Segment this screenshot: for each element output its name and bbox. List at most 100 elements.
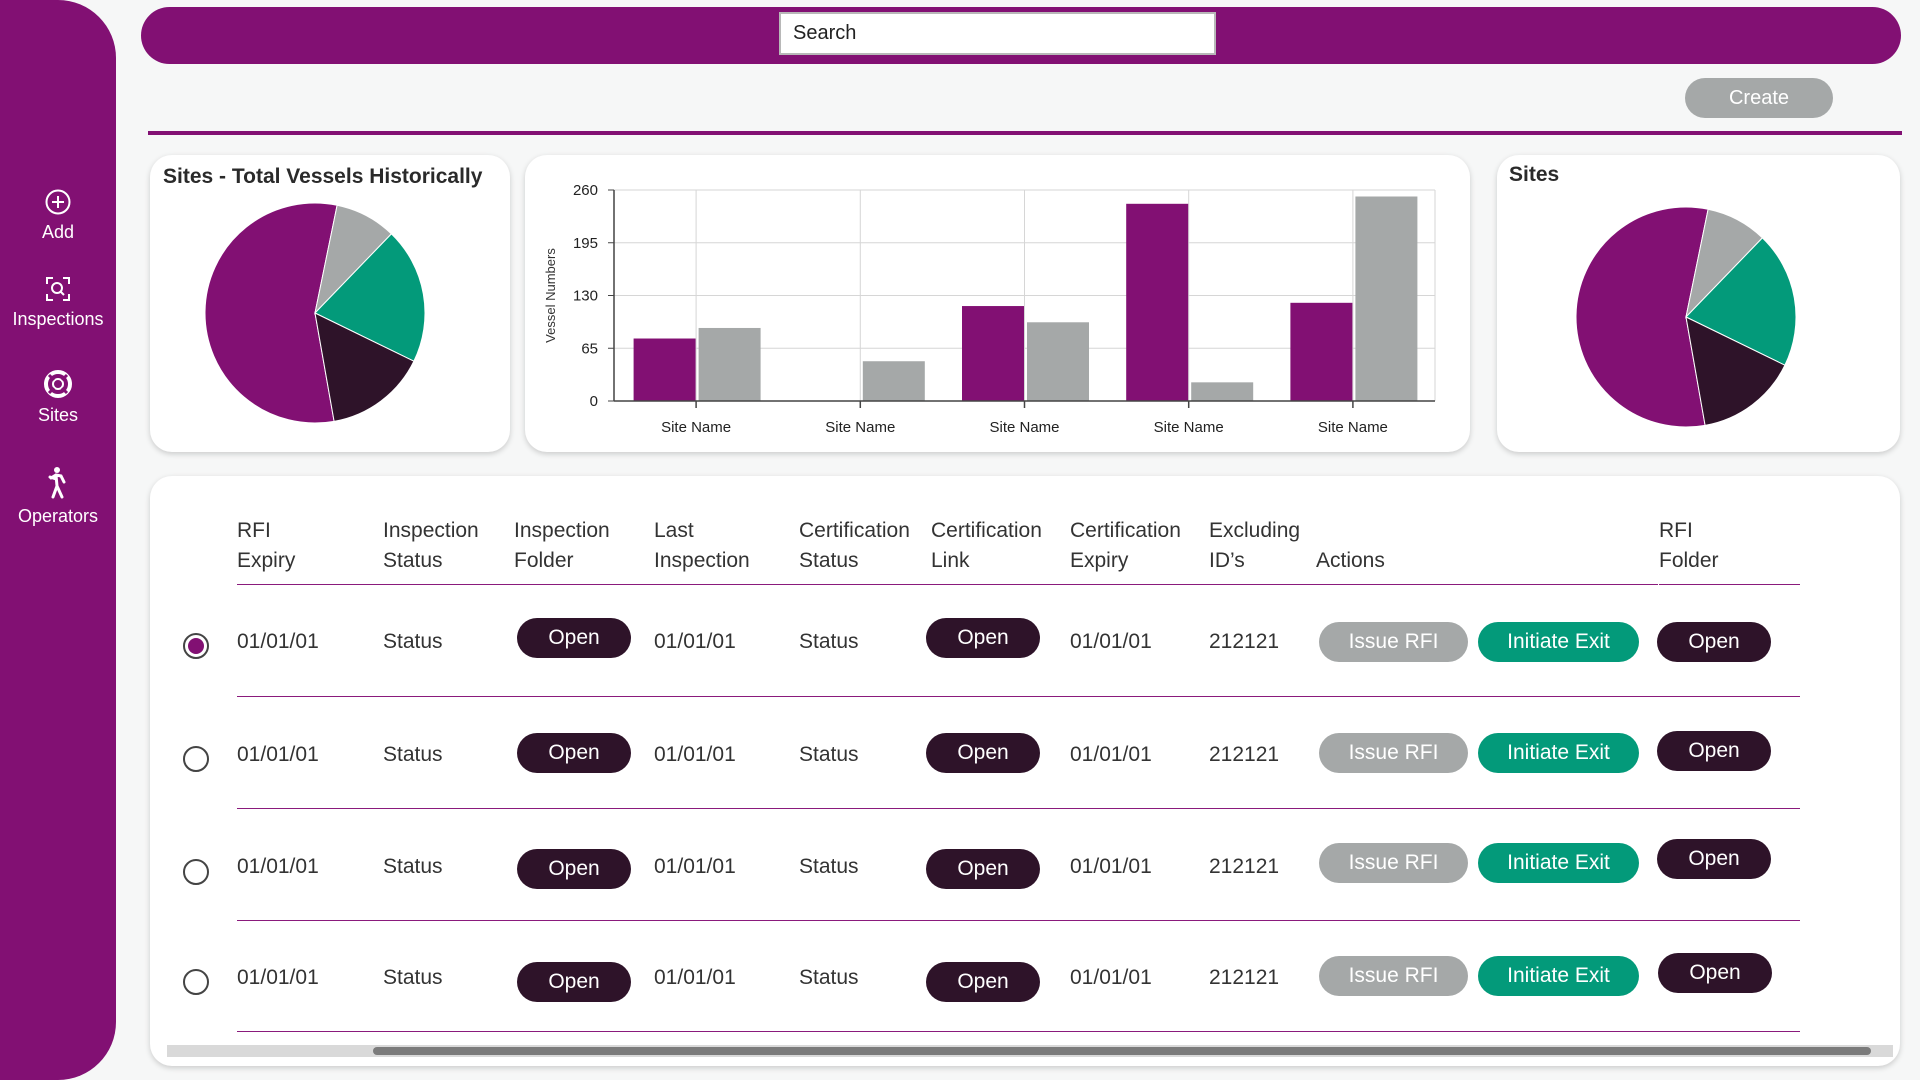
column-header-certification-status: Certification Status (799, 519, 910, 572)
rfi-folder-open-button[interactable]: Open (1658, 953, 1772, 993)
pie-slice (1685, 316, 1786, 426)
bar-chart: 0 65 130 195 260 Site Name Site Name Site Name S… (543, 182, 1436, 436)
issue-rfi-button[interactable]: Issue RFI (1319, 733, 1468, 773)
bar (1027, 322, 1089, 401)
pie-slice (314, 233, 426, 362)
bar (962, 306, 1024, 401)
y-tick-label: 195 (573, 235, 598, 252)
inspection-folder-open-button[interactable]: Open (517, 618, 631, 658)
rfi-expiry-cell: 01/01/01 (237, 743, 319, 766)
row-select-radio[interactable] (183, 859, 209, 885)
bar (1290, 302, 1353, 401)
inspection-status-cell: Status (383, 630, 443, 653)
sidebar-item-inspections[interactable]: Inspections (0, 275, 116, 330)
chart-title: Sites - Total Vessels Historically (163, 165, 483, 188)
initiate-exit-button[interactable]: Initiate Exit (1478, 622, 1639, 662)
column-header-certification-link: Certification Link (931, 519, 1042, 572)
header-divider-line (1659, 584, 1800, 585)
row-divider (237, 920, 1800, 921)
sidebar-item-label: Inspections (12, 309, 104, 329)
issue-rfi-button[interactable]: Issue RFI (1319, 956, 1468, 996)
excluding-ids-cell: 212121 (1209, 966, 1280, 989)
person-walking-icon (48, 467, 66, 499)
sidebar-item-sites[interactable]: Sites (0, 369, 116, 426)
create-button[interactable]: Create (1685, 78, 1833, 118)
pie-chart-card-historic: Sites - Total Vessels Historically (150, 155, 510, 452)
column-header-last-inspection: Last Inspection (654, 519, 750, 572)
pie-slice (314, 312, 415, 422)
chart-title: Sites (1509, 163, 1560, 186)
inspection-status-cell: Status (383, 966, 443, 989)
row-select-radio[interactable] (183, 746, 209, 772)
row-select-radio[interactable] (183, 633, 209, 659)
y-tick-label: 0 (590, 393, 598, 410)
sidebar-item-add[interactable]: Add (0, 188, 116, 243)
certification-expiry-cell: 01/01/01 (1070, 743, 1152, 766)
horizontal-scrollbar-thumb[interactable] (373, 1047, 1871, 1055)
inspection-status-cell: Status (383, 743, 443, 766)
inspection-folder-open-button[interactable]: Open (517, 962, 631, 1002)
pie-chart (204, 202, 426, 424)
last-inspection-cell: 01/01/01 (654, 855, 736, 878)
inspection-status-cell: Status (383, 855, 443, 878)
y-axis-label: Vessel Numbers (543, 248, 558, 343)
x-tick-label: Site Name (661, 419, 731, 436)
issue-rfi-button[interactable]: Issue RFI (1319, 843, 1468, 883)
column-header-certification-expiry: Certification Expiry (1070, 519, 1181, 572)
search-input[interactable] (779, 12, 1216, 55)
x-tick-label: Site Name (989, 419, 1059, 436)
bar (633, 338, 696, 401)
sidebar-item-operators[interactable]: Operators (0, 466, 116, 527)
certification-link-open-button[interactable]: Open (926, 618, 1040, 658)
certification-status-cell: Status (799, 743, 859, 766)
row-select-radio[interactable] (183, 969, 209, 995)
sidebar-item-label: Sites (37, 405, 79, 425)
certification-link-open-button[interactable]: Open (926, 962, 1040, 1002)
y-tick-label: 65 (581, 340, 598, 357)
pie-slice (1685, 237, 1797, 366)
last-inspection-cell: 01/01/01 (654, 966, 736, 989)
y-tick-label: 130 (573, 288, 598, 305)
rfi-folder-open-button[interactable]: Open (1657, 839, 1771, 879)
row-divider (237, 808, 1800, 809)
inspection-folder-open-button[interactable]: Open (517, 733, 631, 773)
pie-chart-card-sites: Sites (1497, 155, 1900, 452)
column-header-actions: Actions (1316, 549, 1385, 572)
scan-search-icon (46, 277, 70, 301)
column-header-rfi-folder: RFI Folder (1659, 519, 1719, 572)
column-header-excluding-ids: Excluding ID’s (1209, 519, 1301, 572)
rfi-expiry-cell: 01/01/01 (237, 630, 319, 653)
pie-slice (1575, 206, 1709, 428)
sidebar-item-label: Add (41, 222, 75, 242)
initiate-exit-button[interactable]: Initiate Exit (1478, 843, 1639, 883)
last-inspection-cell: 01/01/01 (654, 630, 736, 653)
rfi-folder-open-button[interactable]: Open (1657, 622, 1771, 662)
rfi-folder-open-button[interactable]: Open (1657, 731, 1771, 771)
column-header-rfi-expiry: RFI Expiry (237, 519, 296, 572)
certification-link-open-button[interactable]: Open (926, 733, 1040, 773)
row-divider (237, 696, 1800, 697)
x-tick-label: Site Name (1318, 419, 1388, 436)
certification-expiry-cell: 01/01/01 (1070, 855, 1152, 878)
x-tick-label: Site Name (825, 419, 895, 436)
initiate-exit-button[interactable]: Initiate Exit (1478, 733, 1639, 773)
excluding-ids-cell: 212121 (1209, 743, 1280, 766)
certification-status-cell: Status (799, 855, 859, 878)
certification-expiry-cell: 01/01/01 (1070, 630, 1152, 653)
sidebar: Add Inspections Sites Operators (0, 0, 116, 1080)
column-header-inspection-status: Inspection Status (383, 519, 479, 572)
inspection-folder-open-button[interactable]: Open (517, 849, 631, 889)
header-divider-line (237, 584, 1658, 585)
issue-rfi-button[interactable]: Issue RFI (1319, 622, 1468, 662)
certification-status-cell: Status (799, 630, 859, 653)
bar (862, 361, 925, 401)
header-divider (148, 131, 1902, 135)
bar (1191, 382, 1254, 401)
plus-circle-icon (45, 189, 71, 215)
x-tick-label: Site Name (1154, 419, 1224, 436)
certification-link-open-button[interactable]: Open (926, 849, 1040, 889)
last-inspection-cell: 01/01/01 (654, 743, 736, 766)
column-header-inspection-folder: Inspection Folder (514, 519, 610, 572)
certification-status-cell: Status (799, 966, 859, 989)
initiate-exit-button[interactable]: Initiate Exit (1478, 956, 1639, 996)
